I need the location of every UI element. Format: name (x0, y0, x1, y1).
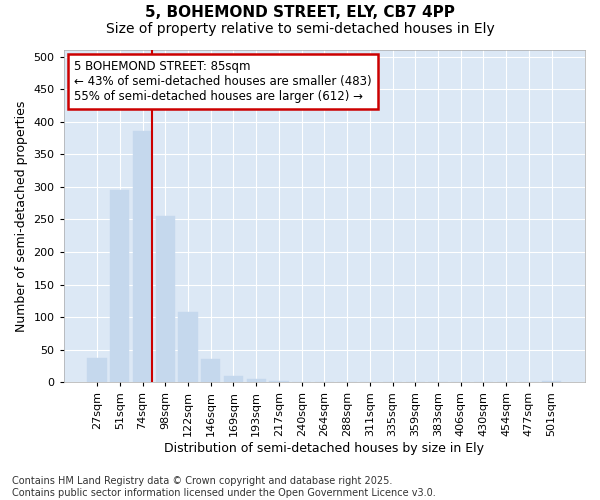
Y-axis label: Number of semi-detached properties: Number of semi-detached properties (15, 100, 28, 332)
Text: Contains HM Land Registry data © Crown copyright and database right 2025.
Contai: Contains HM Land Registry data © Crown c… (12, 476, 436, 498)
Text: 5 BOHEMOND STREET: 85sqm
← 43% of semi-detached houses are smaller (483)
55% of : 5 BOHEMOND STREET: 85sqm ← 43% of semi-d… (74, 60, 372, 103)
Text: Size of property relative to semi-detached houses in Ely: Size of property relative to semi-detach… (106, 22, 494, 36)
Text: 5, BOHEMOND STREET, ELY, CB7 4PP: 5, BOHEMOND STREET, ELY, CB7 4PP (145, 5, 455, 20)
Bar (542, 381, 562, 382)
Bar (88, 358, 107, 382)
Bar (178, 312, 197, 382)
Bar (201, 360, 220, 382)
X-axis label: Distribution of semi-detached houses by size in Ely: Distribution of semi-detached houses by … (164, 442, 484, 455)
Bar (224, 376, 243, 382)
Bar (155, 216, 175, 382)
Bar (269, 381, 289, 382)
Bar (133, 132, 152, 382)
Bar (110, 190, 130, 382)
Bar (247, 379, 266, 382)
